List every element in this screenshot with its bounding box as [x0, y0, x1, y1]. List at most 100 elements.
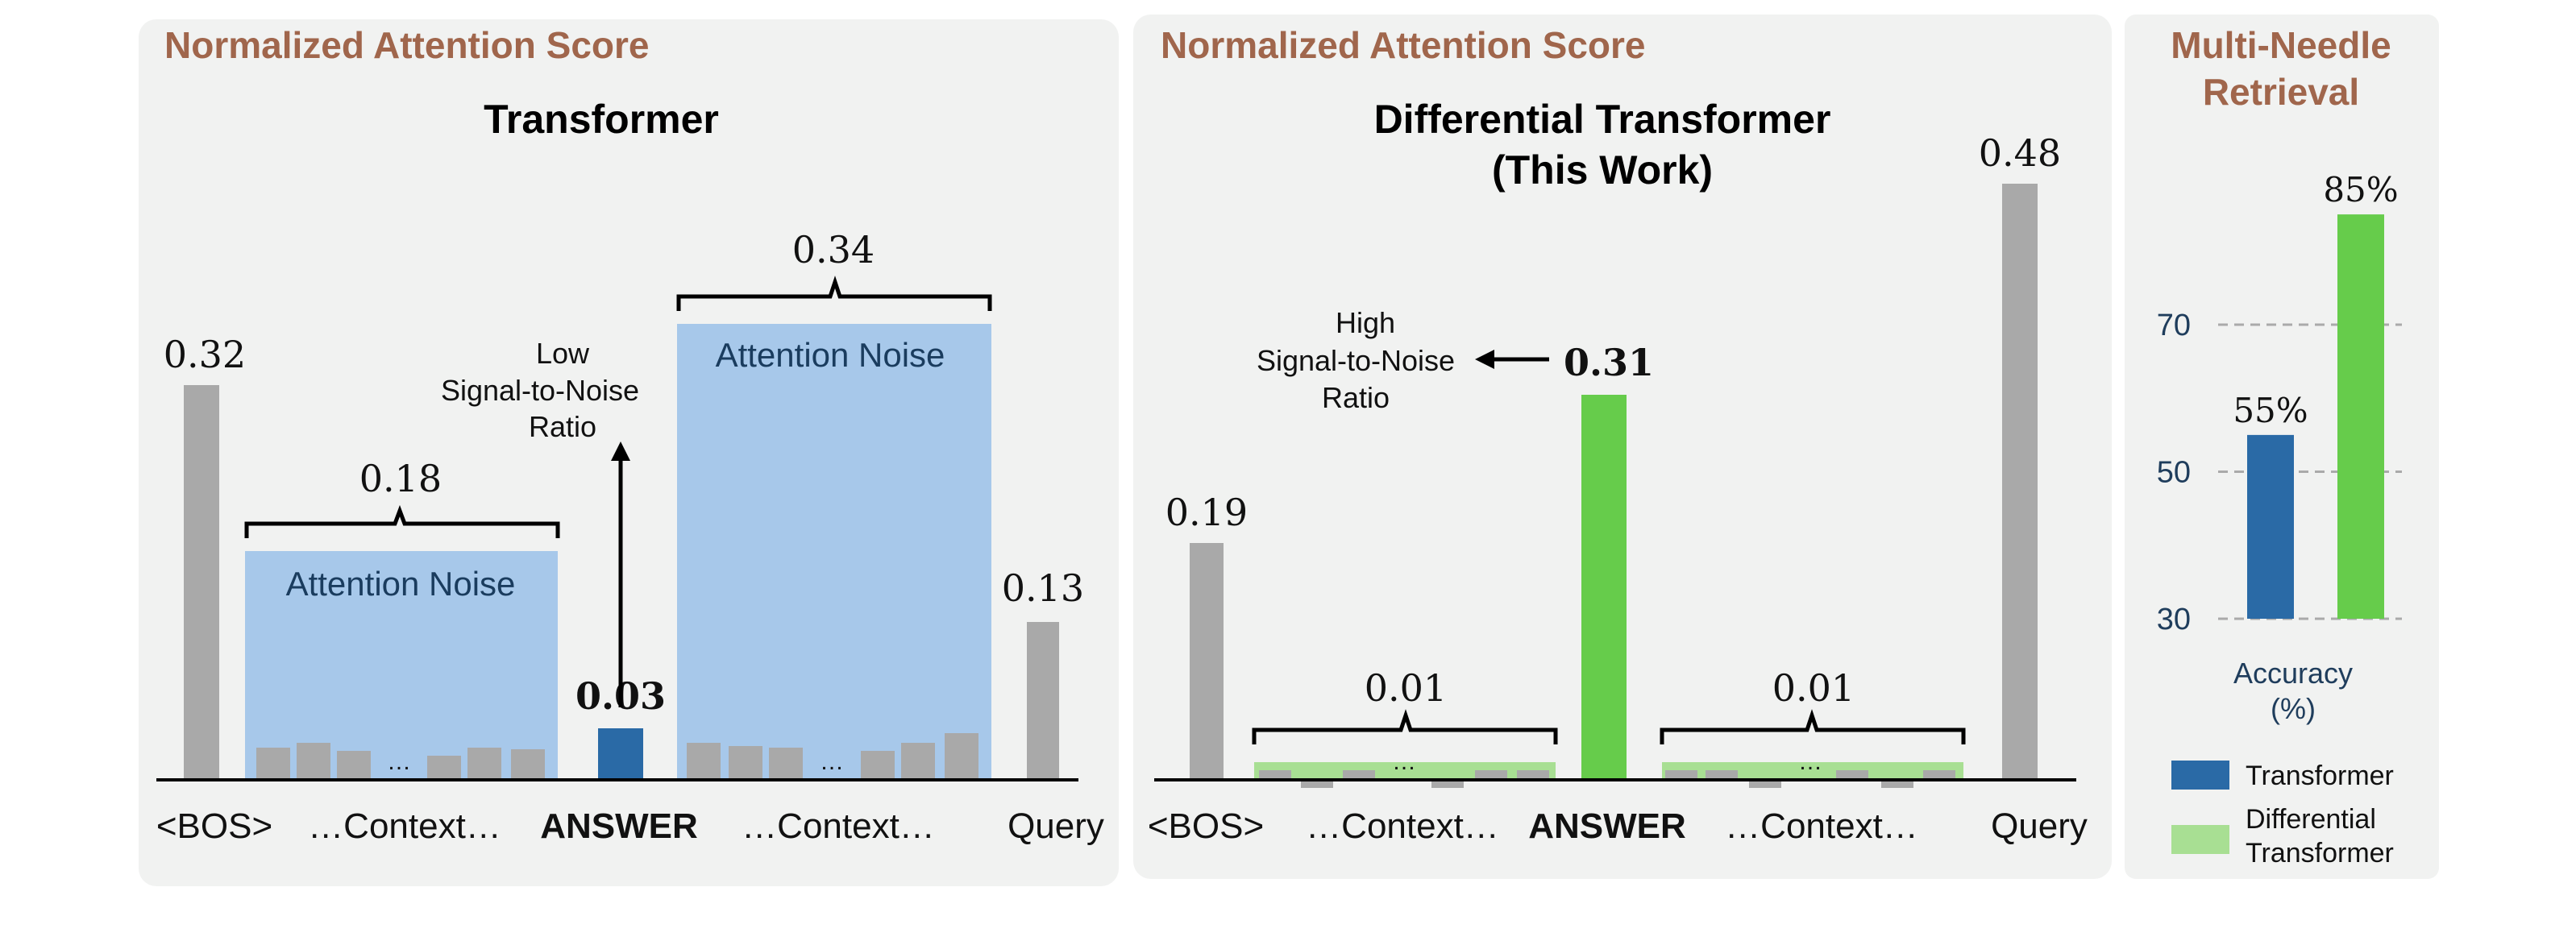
snr-line-3: Ratio [1322, 381, 1390, 414]
right-y-ticks: 30 50 70 [2157, 309, 2191, 636]
x-label-bos: <BOS> [1148, 806, 1264, 846]
snr-line-2: Signal-to-Noise [441, 374, 639, 407]
context-bar [1301, 780, 1333, 788]
context-bar [256, 748, 290, 780]
y-tick-label: 70 [2157, 309, 2191, 342]
ellipsis-2: … [820, 748, 844, 775]
context-bar [729, 746, 762, 780]
y-tick-label: 50 [2157, 456, 2191, 490]
y-label-line-1: Accuracy [2233, 657, 2353, 690]
bar-bos [184, 385, 219, 780]
context-bar [1881, 780, 1913, 788]
context-2-small-bars [1665, 770, 1955, 788]
x-label-query: Query [1991, 806, 2088, 846]
context-bar [1836, 770, 1868, 780]
context-bar [337, 751, 371, 780]
context-bar [427, 756, 461, 780]
snr-arrowhead [1475, 350, 1494, 369]
value-label-bos: 0.19 [1165, 491, 1248, 534]
ellipsis-1: … [1392, 748, 1416, 775]
context-bar [297, 743, 330, 780]
noise-region-2 [677, 324, 991, 780]
legend-swatch-transformer [2171, 761, 2229, 790]
context-bar [511, 749, 545, 780]
value-label-answer: 0.31 [1564, 341, 1654, 384]
left-header: Normalized Attention Score [164, 24, 649, 66]
x-label-context-1: …Context… [1306, 806, 1499, 846]
legend-swatch-diff-transformer [2171, 825, 2229, 854]
value-label-context-1: 0.01 [1365, 666, 1447, 710]
brace-1 [1252, 709, 1558, 744]
ellipsis-2: … [1798, 748, 1822, 775]
context-bar [1923, 770, 1955, 780]
context-bar [1749, 780, 1781, 788]
context-bar [1475, 770, 1507, 780]
value-label-context-1: 0.18 [359, 457, 442, 500]
context-bar [861, 751, 895, 780]
value-label-context-2: 0.34 [792, 228, 875, 272]
brace-2 [676, 276, 992, 311]
left-chart: Normalized Attention Score Transformer 0… [156, 24, 1104, 846]
middle-chart: Normalized Attention Score Differential … [1148, 24, 2088, 846]
value-label-bos: 0.32 [164, 333, 246, 376]
x-label-context-2: …Context… [1725, 806, 1918, 846]
ellipsis-1: … [387, 748, 411, 775]
context-bar [1343, 770, 1375, 780]
legend-label-diff-line-2: Transformer [2246, 838, 2394, 868]
middle-title-line-2: (This Work) [1492, 147, 1713, 193]
x-label-answer: ANSWER [1528, 806, 1686, 846]
noise-region-1 [245, 551, 558, 780]
context-bar [945, 733, 978, 780]
context-1-small-bars [1259, 770, 1549, 788]
context-bar [901, 743, 935, 780]
left-title: Transformer [484, 97, 719, 142]
x-label-context-2: …Context… [742, 806, 935, 846]
context-1-small-bars [256, 743, 545, 780]
context-bar [1259, 770, 1291, 780]
accuracy-bar-transformer [2247, 434, 2294, 619]
bar-query [1027, 622, 1059, 780]
snr-annotation: High Signal-to-Noise Ratio [1257, 306, 1455, 414]
snr-line-2: Signal-to-Noise [1257, 344, 1455, 377]
legend-label-transformer: Transformer [2246, 761, 2394, 791]
bar-answer [598, 728, 643, 780]
noise-label-1: Attention Noise [286, 565, 516, 603]
bar-query [2002, 184, 2038, 780]
x-label-query: Query [1008, 806, 1104, 846]
y-label-line-2: (%) [2271, 692, 2316, 725]
snr-line-1: High [1336, 306, 1395, 339]
snr-annotation: Low Signal-to-Noise Ratio [441, 337, 639, 443]
legend: Transformer Differential Transformer [2171, 761, 2394, 868]
context-bar [1431, 780, 1464, 788]
snr-line-3: Ratio [529, 410, 596, 443]
snr-line-1: Low [536, 337, 590, 370]
accuracy-label-transformer: 55% [2233, 391, 2308, 430]
bar-bos [1190, 543, 1224, 780]
x-label-answer: ANSWER [540, 806, 698, 846]
context-bar [687, 743, 721, 780]
context-2-small-bars [687, 733, 978, 780]
middle-header: Normalized Attention Score [1161, 24, 1645, 66]
right-chart: Multi-Needle Retrieval 30 50 70 55% 85% Ac… [2157, 24, 2402, 868]
value-label-query: 0.13 [1002, 566, 1084, 610]
accuracy-bar-diff-transformer [2337, 214, 2384, 619]
context-bar [769, 748, 803, 780]
y-tick-label: 30 [2157, 603, 2191, 636]
x-label-context-1: …Context… [308, 806, 501, 846]
x-label-bos: <BOS> [156, 806, 272, 846]
value-label-query: 0.48 [1979, 131, 2061, 175]
brace-1 [244, 504, 560, 538]
context-bar [467, 748, 501, 780]
brace-2 [1660, 709, 1966, 744]
right-header-line-1: Multi-Needle [2171, 24, 2391, 66]
value-label-context-2: 0.01 [1772, 666, 1855, 710]
context-bar [1706, 770, 1738, 780]
middle-x-labels: <BOS> …Context… ANSWER …Context… Query [1148, 806, 2088, 846]
right-header-line-2: Retrieval [2203, 71, 2359, 113]
context-bar [1517, 770, 1549, 780]
middle-title-line-1: Differential Transformer [1374, 97, 1831, 142]
bar-answer [1581, 395, 1627, 780]
left-x-labels: <BOS> …Context… ANSWER …Context… Query [156, 806, 1104, 846]
noise-label-2: Attention Noise [716, 336, 945, 374]
